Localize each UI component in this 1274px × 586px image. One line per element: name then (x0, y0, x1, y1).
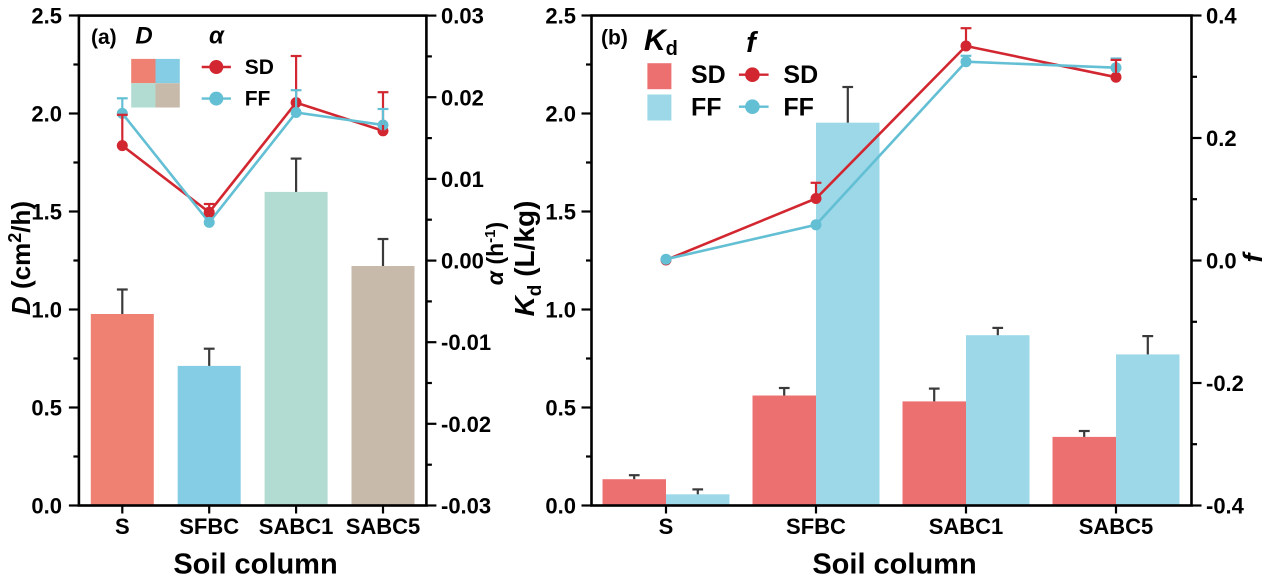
svg-text:SFBC: SFBC (786, 514, 846, 539)
svg-text:2.5: 2.5 (31, 4, 62, 29)
svg-text:1.0: 1.0 (31, 298, 62, 323)
svg-text:0.4: 0.4 (1206, 4, 1237, 29)
svg-text:FF: FF (783, 94, 814, 122)
svg-text:SABC5: SABC5 (1079, 514, 1154, 539)
svg-text:-0.03: -0.03 (441, 494, 491, 519)
svg-text:SD: SD (245, 56, 274, 79)
svg-text:-0.2: -0.2 (1206, 371, 1244, 396)
svg-text:SD: SD (783, 61, 818, 89)
svg-text:Kd (L/kg): Kd (L/kg) (509, 201, 546, 317)
svg-text:FF: FF (245, 88, 271, 111)
svg-text:SFBC: SFBC (179, 514, 239, 539)
svg-text:(b): (b) (601, 26, 628, 49)
svg-text:S: S (659, 514, 674, 539)
svg-text:0.00: 0.00 (441, 249, 484, 274)
svg-text:SABC5: SABC5 (346, 514, 421, 539)
svg-text:S: S (115, 514, 130, 539)
svg-text:SD: SD (691, 61, 726, 89)
svg-text:0.5: 0.5 (545, 396, 576, 421)
svg-text:-0.02: -0.02 (441, 412, 491, 437)
svg-text:1.0: 1.0 (545, 298, 576, 323)
svg-text:-0.4: -0.4 (1206, 494, 1245, 519)
svg-text:0.0: 0.0 (1206, 249, 1237, 274)
svg-text:2.0: 2.0 (545, 102, 576, 127)
svg-text:SABC1: SABC1 (929, 514, 1004, 539)
svg-text:FF: FF (691, 94, 722, 122)
svg-text:0.01: 0.01 (441, 167, 484, 192)
svg-text:D (cm2/h): D (cm2/h) (5, 201, 36, 315)
svg-text:Soil column: Soil column (173, 549, 337, 581)
svg-text:2.5: 2.5 (545, 4, 576, 29)
svg-text:D: D (135, 23, 152, 50)
svg-text:(a): (a) (91, 26, 117, 49)
svg-text:SABC1: SABC1 (259, 514, 334, 539)
svg-text:α (h-1): α (h-1) (482, 222, 508, 285)
svg-text:1.5: 1.5 (545, 200, 576, 225)
svg-text:0.0: 0.0 (31, 494, 62, 519)
svg-text:0.03: 0.03 (441, 4, 484, 29)
svg-text:2.0: 2.0 (31, 102, 62, 127)
svg-text:1.5: 1.5 (31, 200, 62, 225)
svg-text:Soil column: Soil column (812, 549, 976, 581)
svg-text:0.02: 0.02 (441, 85, 484, 110)
svg-text:-0.01: -0.01 (441, 330, 491, 355)
svg-text:0.0: 0.0 (545, 494, 576, 519)
svg-text:0.2: 0.2 (1206, 126, 1237, 151)
svg-text:0.5: 0.5 (31, 396, 62, 421)
svg-text:Kd: Kd (644, 24, 678, 60)
svg-text:α: α (209, 23, 225, 50)
